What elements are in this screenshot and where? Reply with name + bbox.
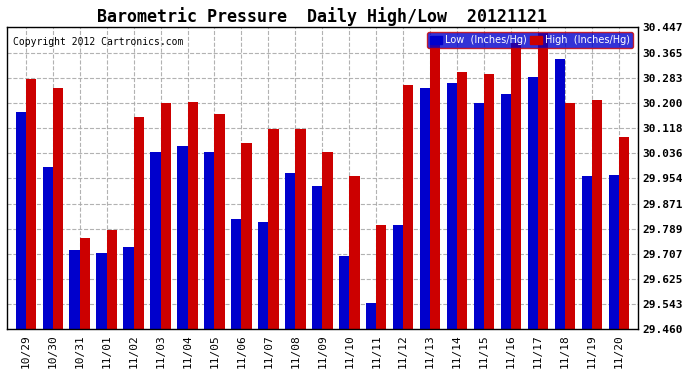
Bar bbox=[312, 186, 322, 330]
Bar bbox=[484, 74, 494, 330]
Bar bbox=[582, 177, 592, 330]
Bar bbox=[80, 238, 90, 330]
Bar bbox=[457, 72, 467, 330]
Bar bbox=[161, 103, 171, 330]
Bar bbox=[177, 146, 188, 330]
Bar bbox=[97, 253, 107, 330]
Bar bbox=[43, 167, 52, 330]
Bar bbox=[150, 152, 161, 330]
Bar bbox=[107, 230, 117, 330]
Bar bbox=[403, 85, 413, 330]
Bar bbox=[447, 83, 457, 330]
Bar bbox=[474, 103, 484, 330]
Bar bbox=[511, 44, 521, 330]
Bar bbox=[565, 103, 575, 330]
Bar bbox=[349, 177, 359, 330]
Bar bbox=[124, 247, 134, 330]
Bar bbox=[52, 88, 63, 330]
Title: Barometric Pressure  Daily High/Low  20121121: Barometric Pressure Daily High/Low 20121… bbox=[97, 7, 547, 26]
Bar bbox=[339, 256, 349, 330]
Bar bbox=[538, 33, 548, 330]
Bar bbox=[393, 225, 403, 330]
Bar bbox=[204, 152, 215, 330]
Text: Copyright 2012 Cartronics.com: Copyright 2012 Cartronics.com bbox=[13, 36, 184, 46]
Bar bbox=[555, 59, 565, 330]
Bar bbox=[430, 36, 440, 330]
Bar bbox=[619, 137, 629, 330]
Bar bbox=[26, 79, 36, 330]
Bar bbox=[134, 117, 144, 330]
Bar bbox=[366, 303, 376, 330]
Bar bbox=[322, 152, 333, 330]
Bar bbox=[16, 112, 26, 330]
Bar bbox=[285, 173, 295, 330]
Bar bbox=[188, 102, 198, 330]
Bar bbox=[231, 219, 241, 330]
Bar bbox=[295, 129, 306, 330]
Bar bbox=[528, 77, 538, 330]
Bar bbox=[215, 114, 225, 330]
Bar bbox=[376, 225, 386, 330]
Bar bbox=[241, 143, 252, 330]
Bar bbox=[268, 129, 279, 330]
Bar bbox=[258, 222, 268, 330]
Bar bbox=[609, 175, 619, 330]
Bar bbox=[420, 88, 430, 330]
Bar bbox=[501, 94, 511, 330]
Bar bbox=[70, 250, 80, 330]
Legend: Low  (Inches/Hg), High  (Inches/Hg): Low (Inches/Hg), High (Inches/Hg) bbox=[427, 32, 633, 48]
Bar bbox=[592, 100, 602, 330]
